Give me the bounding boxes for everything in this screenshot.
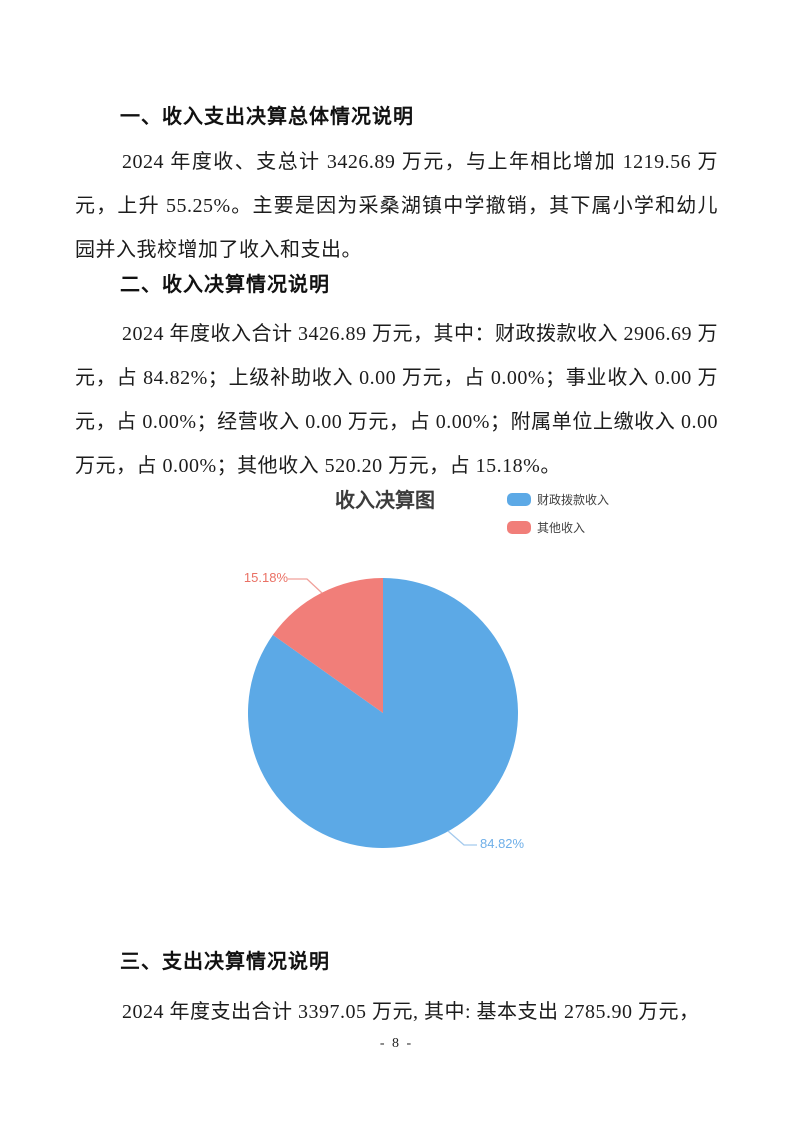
legend-swatch-red-icon: [507, 521, 531, 534]
chart-legend: 财政拨款收入 其他收入: [507, 491, 609, 547]
legend-swatch-blue-icon: [507, 493, 531, 506]
pie-slice-1: [272, 578, 383, 713]
pie-label-fiscal-income: 84.82%: [480, 836, 525, 851]
pie-svg: [247, 578, 518, 848]
legend-item-fiscal-income: 财政拨款收入: [507, 491, 609, 508]
page-number: - 8 -: [379, 1036, 414, 1051]
paragraph-1: 2024 年度收、支总计 3426.89 万元，与上年相比增加 1219.56 …: [75, 151, 718, 261]
section-3-heading: 三、支出决算情况说明: [120, 951, 330, 973]
paragraph-2: 2024 年度收入合计 3426.89 万元，其中：财政拨款收入 2906.69…: [75, 323, 718, 477]
pie-label-other-income: 15.18%: [243, 570, 288, 585]
legend-item-other-income: 其他收入: [507, 519, 609, 536]
chart-title: 收入决算图: [335, 490, 435, 512]
leader-line-fiscal-income: [447, 830, 477, 846]
section-1-heading: 一、收入支出决算总体情况说明: [120, 106, 414, 128]
legend-label-fiscal-income: 财政拨款收入: [537, 493, 610, 507]
pie-slice-0: [247, 578, 518, 848]
section-2-heading: 二、收入决算情况说明: [120, 274, 330, 296]
legend-label-other-income: 其他收入: [537, 521, 586, 535]
paragraph-3: 2024 年度支出合计 3397.05 万元, 其中: 基本支出 2785.90…: [122, 1001, 700, 1023]
leader-line-other-income: [288, 578, 323, 594]
income-pie-chart: 收入决算图 财政拨款收入 其他收入 15.18% 84.82%: [0, 480, 793, 880]
